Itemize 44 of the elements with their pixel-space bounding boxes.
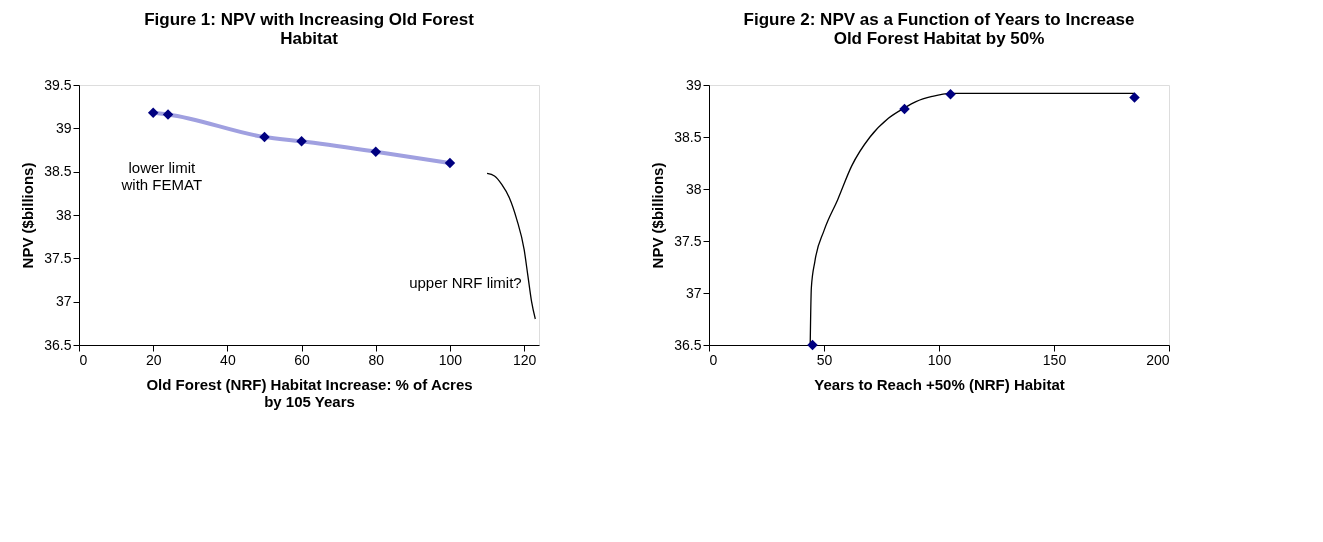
y-axis-title: NPV ($billions) bbox=[19, 162, 37, 269]
point bbox=[370, 146, 382, 157]
chart-title: Figure 1: NPV with Increasing Old Forest Habitat bbox=[144, 10, 475, 48]
y-tick-label: 37.5 bbox=[44, 249, 72, 266]
x-tick-label: 0 bbox=[709, 351, 718, 368]
x-axis-title: Years to Reach +50% (NRF) Habitat bbox=[814, 375, 1065, 393]
y-axis-title: NPV ($billions) bbox=[649, 162, 667, 269]
y-tick-label: 36.5 bbox=[44, 336, 72, 353]
y-tick-label: 38 bbox=[55, 206, 72, 223]
chart-title: Figure 2: NPV as a Function of Years to Increase Old Forest Habitat by 50% bbox=[743, 10, 1135, 48]
point bbox=[1129, 92, 1140, 103]
y-tick-label: 38.5 bbox=[674, 128, 702, 145]
annotation: lower limit with FEMAT bbox=[120, 159, 203, 194]
annotation: upper NRF limit? bbox=[409, 273, 522, 291]
y-tick-label: 37 bbox=[55, 293, 72, 310]
point bbox=[147, 107, 159, 118]
x-tick-label: 100 bbox=[438, 351, 463, 368]
x-tick-label: 20 bbox=[145, 351, 162, 368]
x-tick-label: 80 bbox=[368, 351, 385, 368]
point bbox=[162, 109, 174, 120]
x-axis-title: Old Forest (NRF) Habitat Increase: % of Acres by 105 Years bbox=[146, 375, 473, 410]
point bbox=[259, 131, 270, 143]
point bbox=[807, 339, 818, 351]
x-tick-label: 200 bbox=[1146, 351, 1170, 368]
x-tick-label: 60 bbox=[294, 351, 311, 368]
x-tick-label: 150 bbox=[1042, 351, 1067, 368]
x-tick-label: 120 bbox=[512, 351, 537, 368]
point bbox=[296, 136, 307, 147]
line-series bbox=[486, 172, 536, 320]
y-tick-label: 37.5 bbox=[674, 232, 702, 249]
y-tick-label: 36.5 bbox=[674, 336, 702, 353]
x-tick-label: 100 bbox=[927, 351, 952, 368]
x-tick-label: 40 bbox=[220, 351, 236, 368]
y-tick-label: 39 bbox=[685, 76, 702, 93]
point bbox=[945, 89, 956, 100]
y-tick-label: 38.5 bbox=[44, 163, 72, 180]
point bbox=[899, 103, 910, 115]
x-tick-label: 0 bbox=[79, 351, 88, 368]
y-tick-label: 37 bbox=[685, 284, 702, 301]
y-tick-label: 39 bbox=[55, 119, 72, 136]
y-tick-label: 38 bbox=[685, 180, 702, 197]
y-tick-label: 39.5 bbox=[44, 76, 72, 93]
x-tick-label: 50 bbox=[816, 351, 833, 368]
point bbox=[444, 157, 456, 169]
